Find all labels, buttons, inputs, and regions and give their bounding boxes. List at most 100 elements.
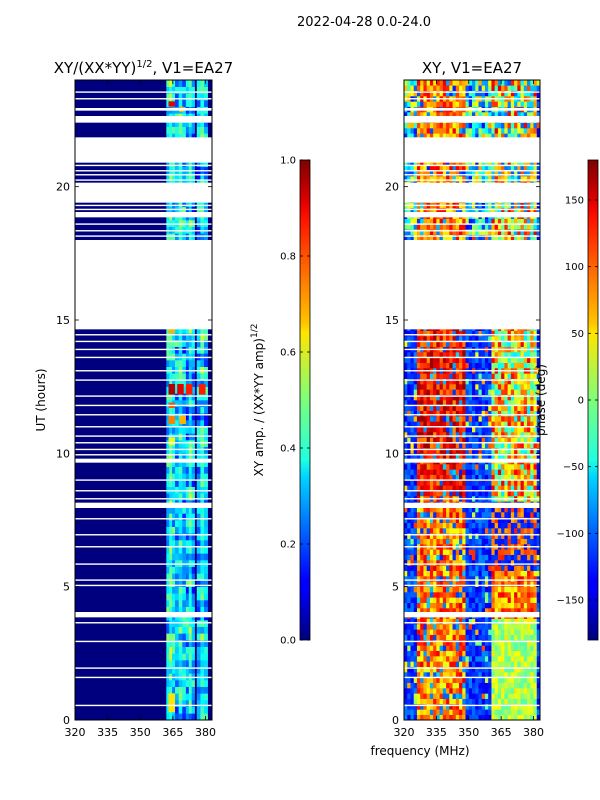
amplitude-flag-line bbox=[75, 640, 212, 643]
phase-cell bbox=[442, 512, 447, 518]
phase-cell bbox=[523, 480, 528, 486]
phase-cell bbox=[514, 506, 518, 513]
phase-cell bbox=[462, 512, 466, 518]
phase-cell bbox=[510, 421, 515, 427]
phase-cell bbox=[507, 560, 512, 566]
phase-cell bbox=[416, 394, 421, 401]
amplitude-cell bbox=[169, 446, 173, 454]
phase-cell bbox=[494, 362, 499, 369]
amplitude-cell bbox=[204, 406, 208, 414]
phase-cell bbox=[504, 693, 508, 699]
phase-cell bbox=[494, 506, 499, 513]
phase-cell bbox=[533, 624, 538, 630]
phase-cell bbox=[449, 645, 453, 651]
phase-cell bbox=[446, 565, 450, 571]
phase-cell bbox=[407, 602, 411, 609]
phase-cell bbox=[426, 362, 431, 369]
phase-cell bbox=[494, 554, 499, 561]
phase-cell bbox=[510, 378, 515, 385]
phase-cell bbox=[484, 533, 489, 539]
phase-cell bbox=[449, 442, 453, 449]
phase-cell bbox=[478, 490, 483, 497]
phase-cell bbox=[497, 341, 502, 347]
phase-cell bbox=[413, 352, 418, 358]
amplitude-cell bbox=[196, 706, 201, 714]
phase-cell bbox=[446, 389, 450, 395]
phase-cell bbox=[507, 421, 512, 427]
phase-cell bbox=[420, 709, 424, 715]
phase-cell bbox=[410, 629, 415, 635]
phase-cell bbox=[478, 474, 483, 481]
phase-cell bbox=[497, 421, 502, 427]
phase-cell bbox=[504, 650, 508, 657]
phase-cell bbox=[497, 432, 502, 438]
phase-cell bbox=[478, 714, 483, 720]
phase-cell bbox=[416, 688, 421, 694]
phase-cell bbox=[484, 592, 489, 598]
phase-cell bbox=[494, 645, 499, 651]
phase-cell bbox=[462, 522, 466, 529]
phase-cell bbox=[484, 389, 489, 395]
phase-cell bbox=[507, 650, 512, 657]
phase-cell bbox=[407, 576, 411, 582]
phase-cell bbox=[491, 517, 495, 523]
phase-cell bbox=[501, 693, 505, 699]
phase-cell bbox=[439, 512, 444, 518]
phase-cell bbox=[497, 549, 502, 555]
phase-cell bbox=[497, 560, 502, 566]
phase-cell bbox=[404, 394, 408, 401]
phase-cell bbox=[472, 410, 476, 417]
phase-cell bbox=[514, 533, 518, 539]
phase-cell bbox=[446, 400, 450, 406]
phase-cell bbox=[449, 704, 453, 710]
phase-cell bbox=[436, 581, 440, 587]
phase-cell bbox=[514, 485, 518, 491]
phase-cell bbox=[462, 528, 466, 534]
amplitude-cell bbox=[178, 533, 183, 541]
phase-cell bbox=[410, 602, 415, 609]
phase-cell bbox=[536, 522, 540, 529]
phase-cell bbox=[527, 714, 531, 720]
amplitude-cell bbox=[188, 680, 192, 687]
phase-cell bbox=[523, 618, 528, 625]
phase-cell bbox=[468, 650, 473, 657]
phase-cell bbox=[491, 394, 495, 401]
phase-cell bbox=[459, 330, 463, 337]
phase-cell bbox=[497, 410, 502, 417]
phase-cell bbox=[436, 656, 440, 662]
amplitude-cell bbox=[188, 380, 192, 387]
phase-cell bbox=[459, 709, 463, 715]
phase-cell bbox=[530, 448, 534, 454]
phase-cell bbox=[484, 400, 489, 406]
phase-cell bbox=[410, 426, 415, 433]
phase-cell bbox=[484, 586, 489, 593]
amplitude-cell bbox=[196, 233, 201, 241]
phase-cell bbox=[517, 362, 521, 369]
phase-cell bbox=[530, 341, 534, 347]
phase-cell bbox=[423, 357, 427, 363]
phase-cell bbox=[475, 650, 479, 657]
amplitude-cell bbox=[169, 660, 173, 667]
phase-cell bbox=[459, 480, 463, 486]
phase-cell bbox=[504, 405, 508, 411]
amplitude-cell bbox=[182, 173, 187, 181]
phase-cell bbox=[452, 394, 457, 401]
phase-cell bbox=[465, 597, 470, 603]
phase-cell bbox=[446, 357, 450, 363]
phase-cell bbox=[407, 448, 411, 454]
phase-cell bbox=[423, 506, 427, 513]
phase-cell bbox=[517, 554, 521, 561]
amplitude-cell bbox=[200, 633, 205, 641]
phase-cell bbox=[530, 677, 534, 683]
amplitude-cell bbox=[178, 706, 183, 714]
amplitude-cell bbox=[169, 513, 173, 521]
phase-cell bbox=[520, 560, 525, 566]
phase-cell bbox=[404, 410, 408, 417]
phase-cell bbox=[472, 480, 476, 486]
phase-cell bbox=[523, 565, 528, 571]
amplitude-cell bbox=[166, 660, 170, 667]
phase-cell bbox=[510, 512, 515, 518]
phase-cell bbox=[484, 602, 489, 609]
phase-cell bbox=[484, 405, 489, 411]
phase-cell bbox=[423, 400, 427, 406]
